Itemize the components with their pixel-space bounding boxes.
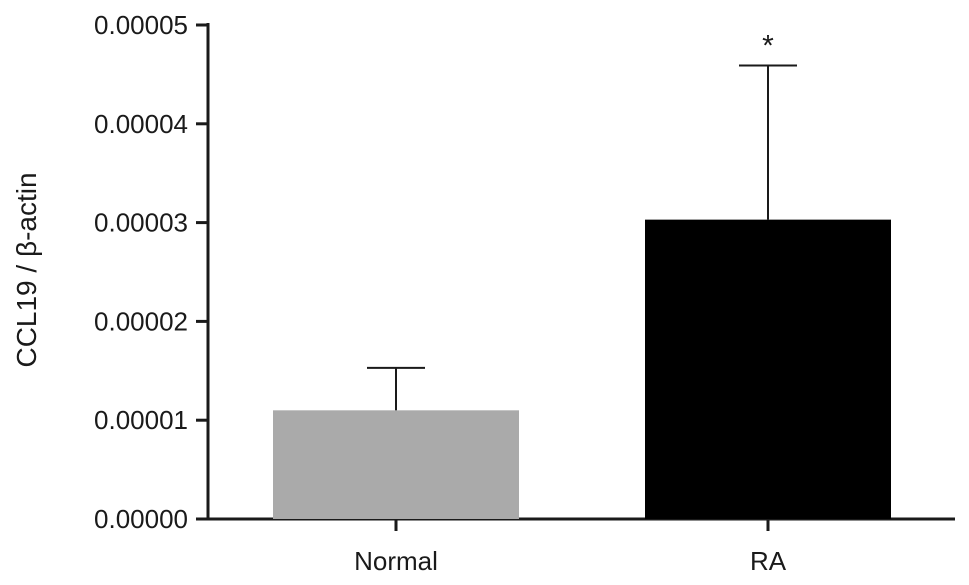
bars	[273, 219, 891, 520]
x-axis: Normal RA	[206, 517, 955, 576]
y-tick-label: 0.00005	[94, 10, 188, 40]
y-tick-label: 0.00002	[94, 306, 188, 336]
y-axis-title: CCL19 / β-actin	[11, 172, 42, 367]
bar-ra	[645, 219, 891, 520]
significance-marker: *	[762, 30, 774, 63]
y-axis: 0.00000 0.00001 0.00002 0.00003 0.00004 0.000…	[94, 10, 210, 534]
y-tick-label: 0.00003	[94, 208, 188, 238]
y-tick-label: 0.00001	[94, 405, 188, 435]
y-tick-label: 0.00004	[94, 109, 188, 139]
x-tick-label-normal: Normal	[354, 546, 438, 576]
error-bars	[367, 64, 797, 411]
annotations: *	[762, 30, 774, 63]
error-bar-normal	[367, 366, 425, 411]
x-tick-label-ra: RA	[750, 546, 787, 576]
bar-normal	[273, 410, 519, 519]
y-tick-label: 0.00000	[94, 504, 188, 534]
error-bar-ra	[739, 64, 797, 220]
